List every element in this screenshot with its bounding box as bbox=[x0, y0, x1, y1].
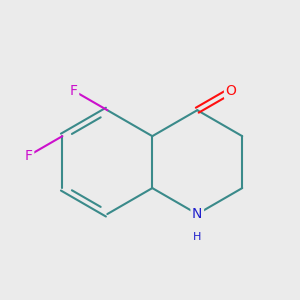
Text: H: H bbox=[193, 232, 202, 242]
Text: F: F bbox=[70, 84, 78, 98]
Text: F: F bbox=[25, 148, 33, 163]
Text: O: O bbox=[226, 84, 236, 98]
Text: N: N bbox=[192, 207, 202, 221]
